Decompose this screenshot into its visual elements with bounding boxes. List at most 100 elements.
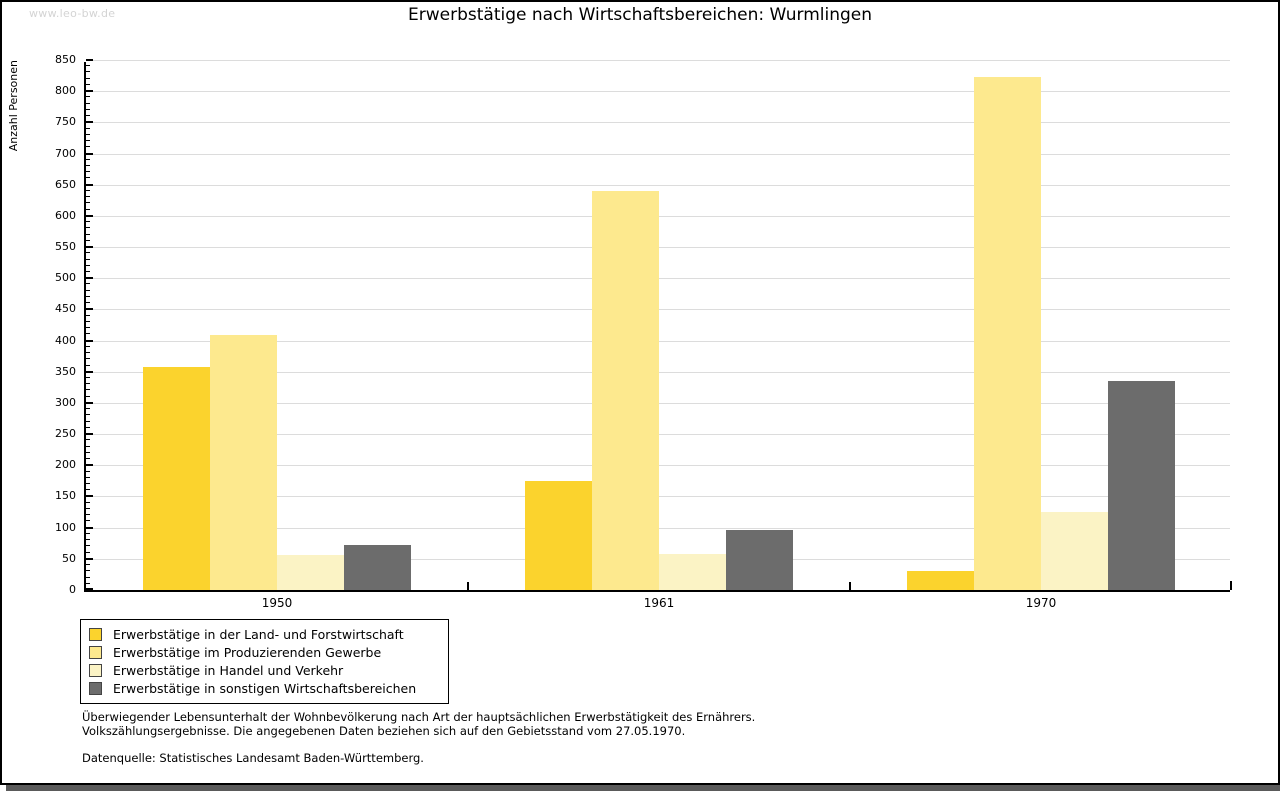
y-axis-minor-tick	[86, 358, 90, 360]
legend-item: Erwerbstätige im Produzierenden Gewerbe	[89, 643, 440, 661]
y-axis-minor-tick	[86, 133, 90, 135]
y-axis-minor-tick	[86, 320, 90, 322]
y-axis-tick-label: 600	[55, 208, 76, 222]
y-axis-major-tick	[86, 183, 93, 186]
y-axis-minor-tick	[86, 202, 90, 204]
y-axis-minor-tick	[86, 77, 90, 79]
y-axis-minor-tick	[86, 196, 90, 198]
y-axis-minor-tick	[86, 476, 90, 478]
footnote-line-2: Volkszählungsergebnisse. Die angegebenen…	[82, 724, 686, 738]
legend-item: Erwerbstätige in sonstigen Wirtschaftsbe…	[89, 679, 440, 697]
y-axis-minor-tick	[86, 289, 90, 291]
legend-item: Erwerbstätige in Handel und Verkehr	[89, 661, 440, 679]
y-axis-minor-tick	[86, 451, 90, 453]
y-axis-minor-tick	[86, 283, 90, 285]
y-axis-minor-tick	[86, 333, 90, 335]
y-axis-minor-tick	[86, 364, 90, 366]
y-axis-major-tick	[86, 433, 93, 436]
y-axis-minor-tick	[86, 551, 90, 553]
y-axis-major-tick	[86, 464, 93, 467]
bar	[525, 480, 592, 590]
y-axis-major-tick	[86, 308, 93, 311]
y-axis-tick-label: 750	[55, 115, 76, 129]
y-axis-minor-tick	[86, 171, 90, 173]
data-source-line: Datenquelle: Statistisches Landesamt Bad…	[82, 751, 424, 765]
y-axis-major-tick	[86, 90, 93, 93]
y-axis-major-tick	[86, 495, 93, 498]
y-axis-tick-label: 450	[55, 302, 76, 316]
y-axis-minor-tick	[86, 539, 90, 541]
x-axis-tick	[849, 582, 851, 590]
y-axis-tick-label: 650	[55, 177, 76, 191]
y-axis-minor-tick	[86, 96, 90, 98]
y-axis-minor-tick	[86, 258, 90, 260]
y-axis-minor-tick	[86, 327, 90, 329]
y-axis-minor-tick	[86, 564, 90, 566]
y-axis-minor-tick	[86, 570, 90, 572]
y-axis-minor-tick	[86, 426, 90, 428]
y-axis-major-tick	[86, 277, 93, 280]
gridline	[86, 122, 1230, 124]
y-axis-minor-tick	[86, 221, 90, 223]
y-axis-minor-tick	[86, 420, 90, 422]
window-edge-strip	[6, 785, 1280, 791]
y-axis-major-tick	[86, 121, 93, 124]
bar	[210, 334, 277, 590]
bar	[659, 554, 726, 590]
bar	[1041, 512, 1108, 590]
y-axis-minor-tick	[86, 189, 90, 191]
footnote: Überwiegender Lebensunterhalt der Wohnbe…	[82, 710, 755, 765]
y-axis-major-tick	[86, 152, 93, 155]
bar	[277, 555, 344, 590]
y-axis-tick-label: 50	[62, 551, 76, 565]
y-axis-minor-tick	[86, 445, 90, 447]
y-axis-tick-label: 700	[55, 146, 76, 160]
y-axis-minor-tick	[86, 352, 90, 354]
y-axis-major-tick	[86, 339, 93, 342]
y-axis-tick-label: 150	[55, 489, 76, 503]
y-axis-minor-tick	[86, 83, 90, 85]
legend: Erwerbstätige in der Land- und Forstwirt…	[80, 619, 449, 704]
bar	[592, 190, 659, 590]
footnote-line-1: Überwiegender Lebensunterhalt der Wohnbe…	[82, 710, 756, 724]
y-axis-minor-tick	[86, 345, 90, 347]
y-axis-tick-label: 0	[69, 583, 76, 596]
y-axis-major-tick	[86, 401, 93, 404]
y-axis-tick-label: 500	[55, 271, 76, 285]
y-axis-minor-tick	[86, 514, 90, 516]
gridline	[86, 91, 1230, 93]
legend-swatch-sonstige-bereiche	[89, 681, 102, 695]
y-axis-minor-tick	[86, 65, 90, 67]
x-axis-category-label: 1970	[1025, 596, 1057, 610]
y-axis-minor-tick	[86, 489, 90, 491]
x-axis-tick	[467, 582, 469, 590]
watermark: www.leo-bw.de	[29, 7, 116, 20]
y-axis-major-tick	[86, 370, 93, 373]
y-axis-tick-label: 400	[55, 333, 76, 347]
y-axis-minor-tick	[86, 102, 90, 104]
y-axis-tick-label: 550	[55, 240, 76, 254]
y-axis-minor-tick	[86, 458, 90, 460]
bar	[726, 530, 793, 590]
y-axis-major-tick	[86, 557, 93, 560]
y-axis-minor-tick	[86, 520, 90, 522]
y-axis-minor-tick	[86, 395, 90, 397]
x-axis-category-label: 1961	[643, 596, 675, 610]
y-axis-minor-tick	[86, 146, 90, 148]
bar	[143, 366, 210, 590]
y-axis-tick-label: 250	[55, 427, 76, 441]
legend-item: Erwerbstätige in der Land- und Forstwirt…	[89, 625, 440, 643]
y-axis-minor-tick	[86, 582, 90, 584]
y-axis-title: Anzahl Personen	[7, 60, 20, 152]
legend-label: Erwerbstätige in der Land- und Forstwirt…	[113, 626, 404, 642]
x-axis-category-label: 1950	[261, 596, 293, 610]
y-axis-minor-tick	[86, 470, 90, 472]
y-axis-minor-tick	[86, 576, 90, 578]
gridline	[86, 60, 1230, 61]
legend-swatch-produzierendes-gewerbe	[89, 645, 102, 659]
y-axis-minor-tick	[86, 264, 90, 266]
y-axis-tick-label: 200	[55, 458, 76, 472]
legend-label: Erwerbstätige im Produzierenden Gewerbe	[113, 644, 382, 660]
legend-label: Erwerbstätige in Handel und Verkehr	[113, 662, 344, 678]
